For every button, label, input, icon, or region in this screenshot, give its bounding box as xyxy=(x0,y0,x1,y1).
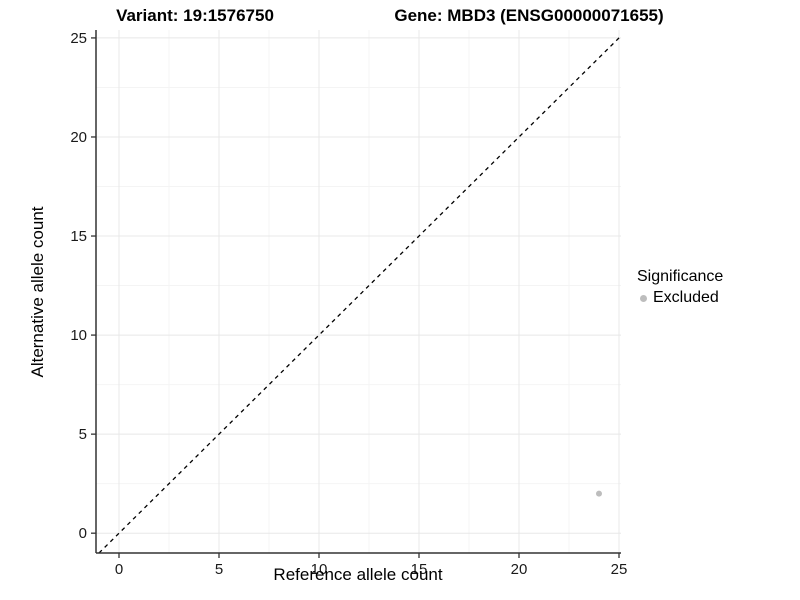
legend-item-label: Excluded xyxy=(653,289,719,306)
x-tick-label: 15 xyxy=(411,561,428,578)
y-tick-label: 25 xyxy=(70,30,87,47)
legend-title: Significance xyxy=(637,268,724,285)
identity-reference-line xyxy=(98,35,622,554)
legend: Significance Excluded xyxy=(637,268,723,307)
y-tick-label: 15 xyxy=(70,228,87,245)
y-tick-label: 5 xyxy=(79,426,87,443)
y-axis-title: Alternative allele count xyxy=(28,206,47,378)
x-tick-label: 10 xyxy=(311,561,328,578)
data-point xyxy=(596,490,602,497)
x-tick-label: 5 xyxy=(215,561,223,578)
variant-title: Variant: 19:1576750 xyxy=(116,6,274,25)
legend-item: Excluded xyxy=(637,289,723,307)
y-tick-label: 0 xyxy=(79,525,87,542)
x-tick-label: 20 xyxy=(511,561,528,578)
gene-title: Gene: MBD3 (ENSG00000071655) xyxy=(394,6,664,25)
x-tick-label: 0 xyxy=(115,561,123,578)
x-tick-label: 25 xyxy=(611,561,628,578)
x-axis-title: Reference allele count xyxy=(273,565,443,584)
legend-point-icon xyxy=(640,294,647,302)
y-tick-label: 20 xyxy=(70,129,87,146)
y-tick-label: 10 xyxy=(70,327,87,344)
